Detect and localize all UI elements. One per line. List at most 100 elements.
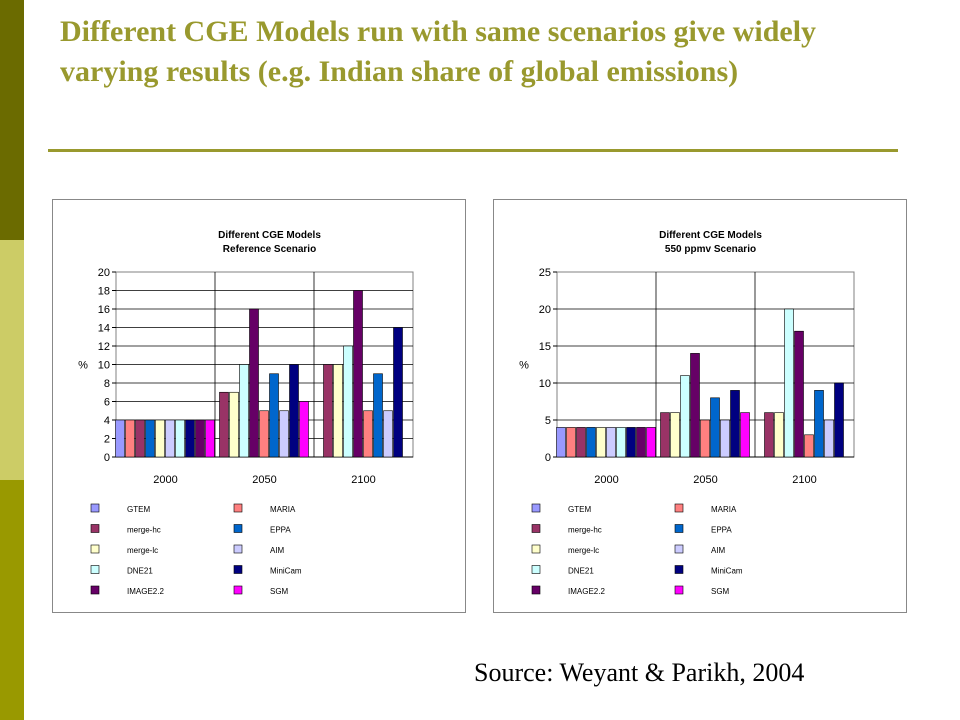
legend-swatch-aim xyxy=(233,544,243,554)
bar-image2-2-2000 xyxy=(195,419,205,458)
legend-label-aim: AIM xyxy=(711,546,726,555)
bar-dne21-2000 xyxy=(175,419,185,458)
legend-swatch-eppa xyxy=(674,524,684,533)
y-tick-label: 5 xyxy=(545,415,551,427)
legend-label-maria: MARIA xyxy=(270,505,296,514)
x-tick-label-2100: 2100 xyxy=(351,474,375,486)
legend-label-maria: MARIA xyxy=(711,505,737,514)
bar-model-2050 xyxy=(740,412,750,458)
bar-image2-2-2100 xyxy=(794,330,804,458)
bar-model-2050 xyxy=(730,390,740,458)
bar-minicam-2000 xyxy=(626,427,636,458)
chart-title: Different CGE Models xyxy=(218,230,321,241)
bar-model-2100 xyxy=(363,410,373,458)
chart-subtitle: 550 ppmv Scenario xyxy=(665,244,756,255)
bar-model-2050 xyxy=(299,401,309,458)
x-tick-label-2050: 2050 xyxy=(252,474,276,486)
legend-swatch-aim xyxy=(674,544,684,554)
bar-sgm-2000 xyxy=(646,427,656,458)
legend-swatch-image2-2 xyxy=(90,585,100,595)
chart-reference-svg: Different CGE Models Reference Scenario 0 2… xyxy=(78,230,414,596)
legend-swatch-sgm xyxy=(674,585,684,595)
x-tick-label-2000: 2000 xyxy=(594,474,618,486)
bar-merge-hc-2050 xyxy=(219,391,229,458)
bar-merge-lc-2050 xyxy=(229,391,239,458)
legend-label-eppa: EPPA xyxy=(711,526,732,535)
bar-dne21-2050 xyxy=(680,375,690,458)
legend-swatch-maria xyxy=(674,503,684,513)
bar-model-2100 xyxy=(393,327,403,458)
bar-dne21-2100 xyxy=(343,345,353,458)
y-tick-label: 6 xyxy=(104,397,110,409)
bar-model-2100 xyxy=(804,434,814,458)
bar-dne21-2050 xyxy=(239,364,249,458)
bar-model-2050 xyxy=(289,364,299,458)
bar-aim-2000 xyxy=(606,427,616,458)
legend-swatch-merge-hc xyxy=(531,524,541,533)
bar-dne21-2000 xyxy=(616,427,626,458)
y-tick-label: 2 xyxy=(104,434,110,446)
bar-merge-lc-2100 xyxy=(333,364,343,458)
legend-label-aim: AIM xyxy=(270,546,285,555)
bar-model-2100 xyxy=(814,390,824,458)
y-tick-label: 10 xyxy=(539,378,551,390)
legend-label-merge-lc: merge-lc xyxy=(127,546,158,555)
x-tick-label-2050: 2050 xyxy=(693,474,717,486)
y-tick-label: 15 xyxy=(539,341,551,353)
legend-swatch-gtem xyxy=(531,503,541,513)
bar-model-2100 xyxy=(383,410,393,458)
legend-label-dne21: DNE21 xyxy=(568,567,594,576)
y-tick-label: 20 xyxy=(539,304,551,316)
bar-merge-lc-2000 xyxy=(596,427,606,458)
x-tick-label-2100: 2100 xyxy=(792,474,816,486)
y-tick-label: 16 xyxy=(98,304,110,316)
legend-swatch-minicam xyxy=(674,565,684,574)
legend-swatch-merge-lc xyxy=(531,544,541,554)
legend-label-minicam: MiniCam xyxy=(711,567,743,576)
chart-reference-scenario: Different CGE Models Reference Scenario 0 2… xyxy=(52,199,466,613)
source-citation: Source: Weyant & Parikh, 2004 xyxy=(474,658,805,687)
chart-subtitle: Reference Scenario xyxy=(223,244,316,255)
bar-image2-2-2050 xyxy=(690,353,700,458)
bar-merge-hc-2050 xyxy=(660,412,670,458)
bar-minicam-2000 xyxy=(185,419,195,458)
y-tick-label: 0 xyxy=(545,452,551,464)
legend-label-gtem: GTEM xyxy=(127,505,150,514)
x-tick-label-2000: 2000 xyxy=(153,474,177,486)
bar-gtem-2000 xyxy=(115,419,125,458)
y-tick-label: 0 xyxy=(104,452,110,464)
bar-dne21-2100 xyxy=(784,308,794,458)
bar-merge-hc-2000 xyxy=(576,427,586,458)
legend-swatch-sgm xyxy=(233,585,243,595)
title-underline xyxy=(48,149,898,152)
bar-merge-hc-2100 xyxy=(323,364,333,458)
bar-model-2050 xyxy=(259,410,269,458)
bar-model-2050 xyxy=(279,410,289,458)
bar-maria-2000 xyxy=(125,419,135,458)
bar-model-2100 xyxy=(373,373,383,458)
y-tick-label: 25 xyxy=(539,267,551,279)
y-tick-label: 18 xyxy=(98,286,110,298)
bar-model-2050 xyxy=(269,373,279,458)
bar-gtem-2000 xyxy=(556,427,566,458)
legend-swatch-eppa xyxy=(233,524,243,533)
bar-model-2050 xyxy=(710,397,720,458)
bar-sgm-2000 xyxy=(205,419,215,458)
legend-label-sgm: SGM xyxy=(711,587,730,596)
legend-label-image2-2: IMAGE2.2 xyxy=(568,587,605,596)
y-tick-label: 4 xyxy=(104,415,110,427)
bar-eppa-2000 xyxy=(145,419,155,458)
bar-merge-hc-2100 xyxy=(764,412,774,458)
legend-label-merge-lc: merge-lc xyxy=(568,546,599,555)
bar-model-2050 xyxy=(700,419,710,458)
bar-image2-2-2050 xyxy=(249,308,259,458)
legend-label-eppa: EPPA xyxy=(270,526,291,535)
bar-merge-lc-2050 xyxy=(670,412,680,458)
chart-title: Different CGE Models xyxy=(659,230,762,241)
legend-swatch-merge-lc xyxy=(90,544,100,554)
legend-label-merge-hc: merge-hc xyxy=(127,526,161,535)
bar-eppa-2000 xyxy=(586,427,596,458)
legend-swatch-dne21 xyxy=(90,565,100,574)
y-tick-label: 20 xyxy=(98,267,110,279)
y-tick-label: 14 xyxy=(98,323,110,335)
